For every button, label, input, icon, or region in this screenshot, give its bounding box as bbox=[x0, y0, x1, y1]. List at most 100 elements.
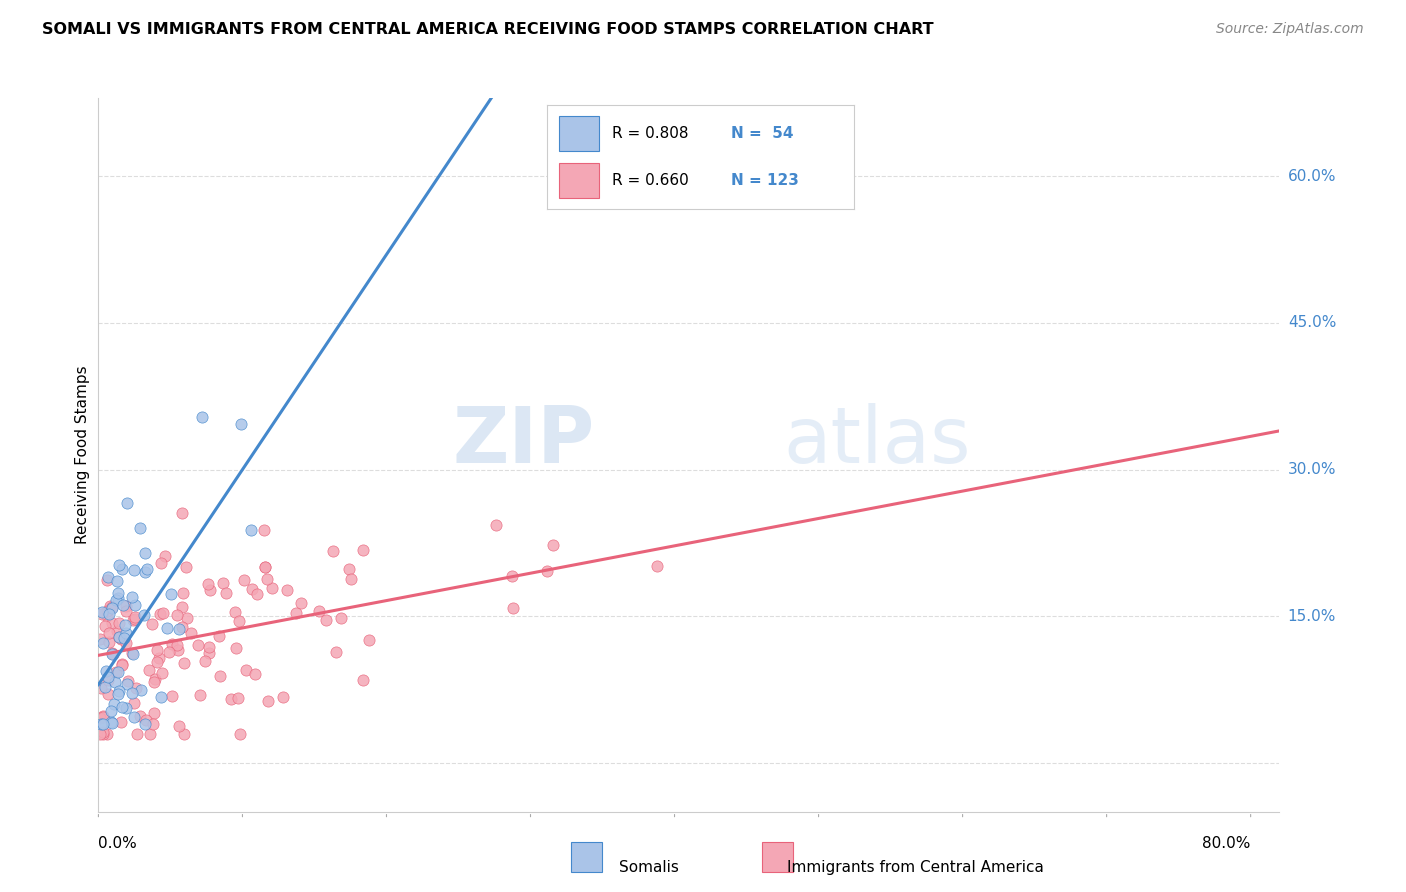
Point bbox=[276, 582, 298, 597]
Point bbox=[96, 609, 118, 624]
Point bbox=[501, 569, 523, 583]
Point bbox=[131, 683, 153, 698]
Point bbox=[121, 590, 143, 604]
Point bbox=[290, 596, 312, 610]
Point bbox=[240, 523, 263, 537]
Point bbox=[139, 726, 162, 740]
Point bbox=[108, 684, 131, 698]
Point bbox=[228, 614, 250, 628]
Point bbox=[257, 694, 280, 708]
Bar bbox=[571, 842, 602, 872]
Point bbox=[149, 607, 172, 621]
Point bbox=[100, 616, 122, 631]
Point bbox=[105, 574, 128, 589]
Point bbox=[90, 681, 112, 695]
Point bbox=[485, 518, 508, 533]
Point bbox=[150, 556, 173, 570]
Point bbox=[105, 593, 128, 607]
Point bbox=[543, 538, 565, 552]
Point bbox=[91, 724, 114, 739]
Point bbox=[114, 617, 136, 632]
Text: Somalis: Somalis bbox=[619, 860, 679, 874]
Point bbox=[285, 607, 308, 621]
Point bbox=[352, 543, 374, 558]
Text: 60.0%: 60.0% bbox=[1288, 169, 1336, 184]
Text: Source: ZipAtlas.com: Source: ZipAtlas.com bbox=[1216, 22, 1364, 37]
Point bbox=[115, 495, 138, 509]
Point bbox=[308, 604, 330, 618]
Point bbox=[134, 607, 156, 622]
Point bbox=[107, 616, 129, 631]
Text: 0.0%: 0.0% bbox=[98, 836, 138, 851]
Point bbox=[225, 640, 247, 655]
Point bbox=[215, 586, 238, 600]
Point bbox=[176, 560, 198, 574]
Point bbox=[103, 697, 125, 711]
Point bbox=[142, 716, 165, 731]
Point bbox=[253, 560, 276, 574]
Point bbox=[146, 643, 169, 657]
Point bbox=[115, 636, 138, 650]
Point bbox=[122, 613, 145, 627]
Point bbox=[101, 715, 124, 730]
Point bbox=[197, 577, 219, 591]
Point bbox=[111, 700, 134, 714]
Point bbox=[89, 711, 111, 725]
Point bbox=[229, 417, 252, 432]
Point bbox=[117, 677, 139, 691]
Point bbox=[97, 671, 120, 685]
Point bbox=[262, 582, 284, 596]
Point bbox=[152, 606, 174, 620]
Point bbox=[97, 626, 120, 640]
Point bbox=[150, 690, 173, 704]
Point bbox=[228, 726, 250, 740]
Point bbox=[243, 667, 266, 681]
Point bbox=[167, 643, 190, 657]
Point bbox=[502, 601, 524, 615]
Point bbox=[107, 558, 129, 572]
Point bbox=[114, 626, 136, 640]
Point bbox=[107, 585, 129, 599]
Point bbox=[122, 697, 145, 711]
Point bbox=[107, 687, 129, 701]
Point bbox=[256, 573, 278, 587]
Point bbox=[337, 562, 360, 576]
Point bbox=[108, 631, 131, 645]
Point bbox=[110, 715, 132, 730]
Point bbox=[117, 674, 139, 689]
Text: ZIP: ZIP bbox=[453, 402, 595, 479]
Text: 45.0%: 45.0% bbox=[1288, 316, 1336, 330]
Point bbox=[325, 645, 347, 659]
Point bbox=[340, 572, 363, 586]
Point bbox=[173, 656, 195, 670]
Point bbox=[110, 632, 132, 647]
Point bbox=[134, 716, 156, 731]
Point bbox=[176, 611, 198, 625]
Point bbox=[359, 633, 381, 648]
Point bbox=[167, 623, 190, 637]
Point bbox=[145, 655, 167, 669]
Point bbox=[166, 638, 188, 652]
Point bbox=[114, 599, 136, 614]
Point bbox=[124, 599, 146, 613]
Point bbox=[121, 646, 143, 660]
Text: Immigrants from Central America: Immigrants from Central America bbox=[787, 860, 1045, 874]
Point bbox=[96, 573, 118, 587]
Point bbox=[101, 646, 124, 660]
Point bbox=[115, 604, 138, 618]
Point bbox=[97, 687, 120, 701]
Point bbox=[172, 506, 194, 520]
Point bbox=[253, 560, 276, 574]
Point bbox=[315, 613, 337, 627]
Point bbox=[240, 582, 263, 596]
Point bbox=[101, 600, 124, 615]
Point bbox=[330, 611, 353, 625]
Point bbox=[100, 715, 122, 730]
Point bbox=[121, 647, 143, 661]
Point bbox=[105, 624, 128, 638]
Point bbox=[246, 587, 269, 601]
Point bbox=[94, 680, 117, 694]
Point bbox=[188, 688, 211, 702]
Point bbox=[124, 710, 146, 724]
Point bbox=[112, 632, 135, 646]
